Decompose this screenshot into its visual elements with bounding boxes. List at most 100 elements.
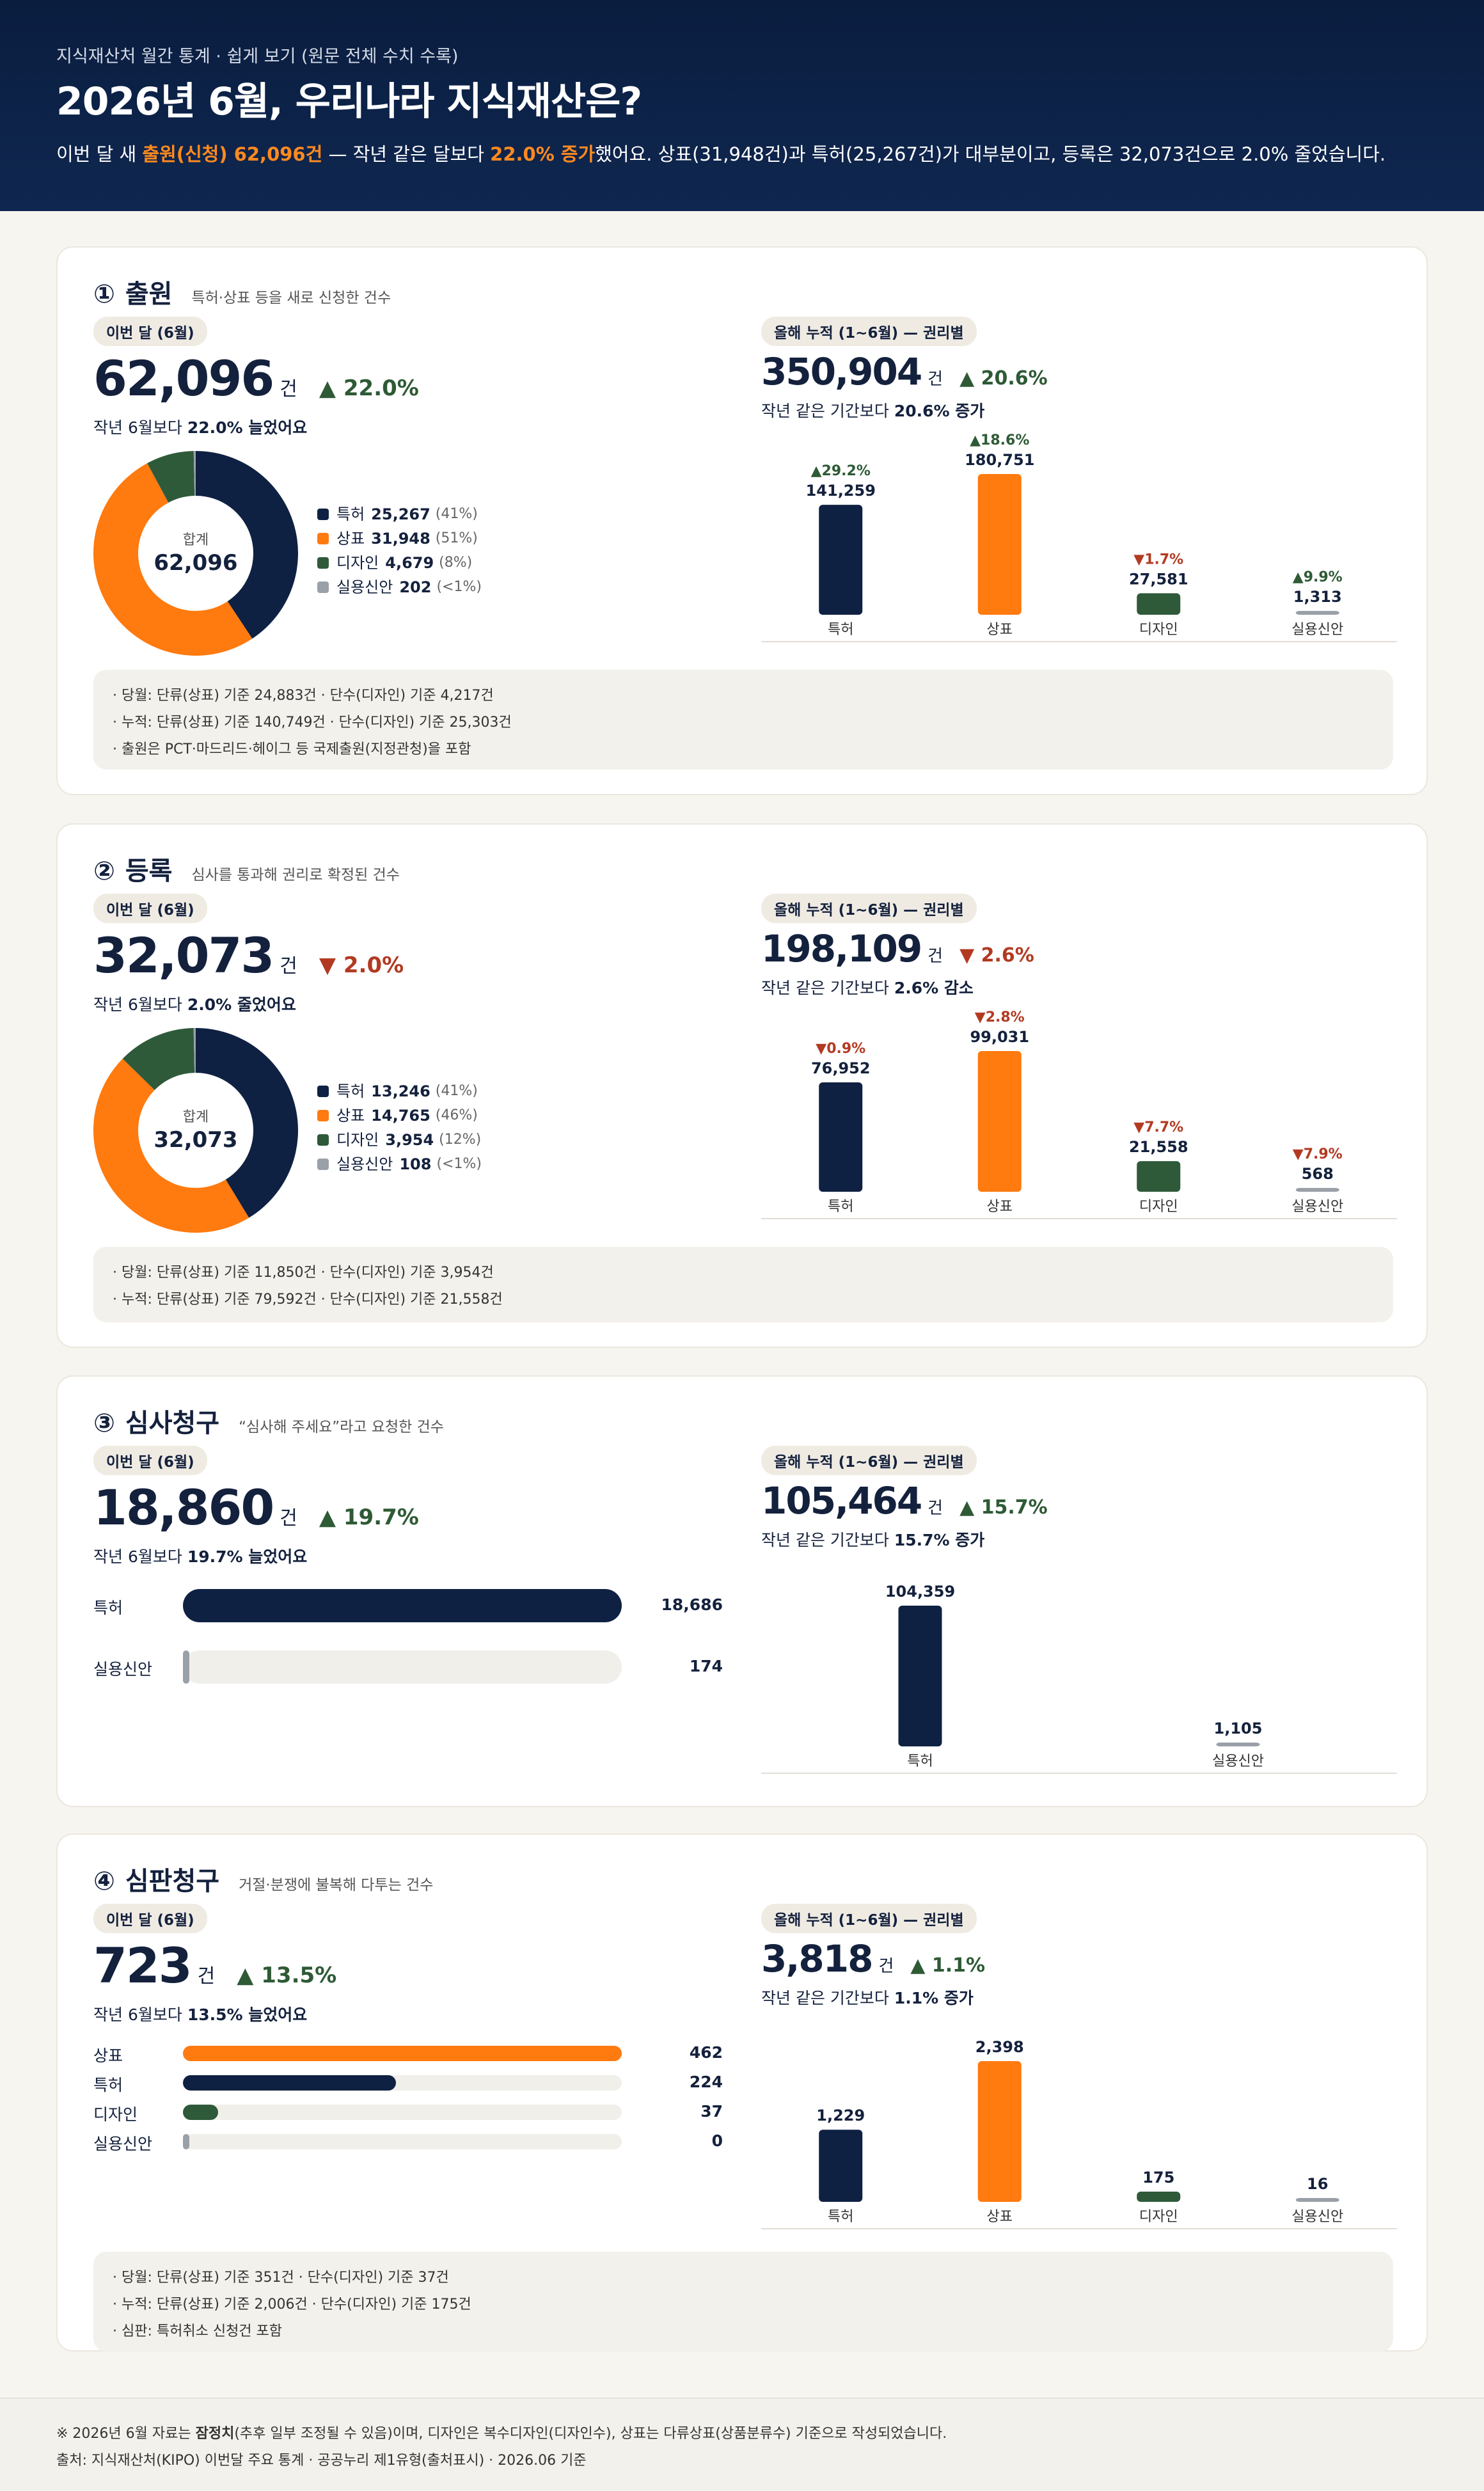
- month-subtitle-bold: 2.0% 줄었어요: [187, 995, 296, 1014]
- hbar-fill: [183, 2134, 189, 2149]
- legend-item: 디자인3,954(12%): [317, 1128, 482, 1152]
- ytd-subtitle-text: 작년 같은 기간보다: [761, 1989, 894, 2007]
- ytd-subtitle: 작년 같은 기간보다 1.1% 증가: [761, 1986, 974, 2009]
- bar-change-label: ▼2.8%: [975, 1009, 1025, 1025]
- bar-1: [899, 1606, 942, 1746]
- ytd-subtitle: 작년 같은 기간보다 2.6% 감소: [761, 976, 974, 999]
- section-title: ④ 심판청구 거절·분쟁에 불복해 다투는 건수: [93, 1860, 433, 1897]
- footer-source: 출처: 지식재산처(KIPO) 이번달 주요 통계 · 공공누리 제1유형(출처…: [56, 2448, 1428, 2474]
- ytd-bar-chart: 1,229특허2,398상표175디자인16실용신안: [761, 2018, 1397, 2235]
- note-line: · 당월: 단류(상표) 기준 24,883건 · 단수(디자인) 기준 4,2…: [113, 683, 1374, 709]
- legend-percent: (<1%): [436, 1152, 482, 1176]
- page-title: 2026년 6월, 우리나라 지식재산은?: [56, 70, 642, 126]
- bar-category-label: 특허: [828, 622, 853, 638]
- legend-percent: (12%): [439, 1128, 481, 1152]
- section-description: 거절·분쟁에 불복해 다투는 건수: [239, 1872, 433, 1894]
- header-lead: 이번 달 새 출원(신청) 62,096건 — 작년 같은 달보다 22.0% …: [56, 139, 1385, 166]
- donut-center-label: 합계: [183, 532, 209, 548]
- legend-swatch: [317, 557, 329, 569]
- bar-value-label: 1,229: [816, 2107, 865, 2124]
- hbar-label: 실용신안: [93, 2131, 152, 2155]
- section-number: ④: [93, 1867, 115, 1896]
- legend-value: 25,267: [371, 502, 430, 526]
- donut-legend: 특허13,246(41%)상표14,765(46%)디자인3,954(12%)실…: [317, 1079, 482, 1176]
- section-name: 출원: [125, 273, 173, 310]
- hbar-label: 디자인: [93, 2102, 138, 2125]
- month-subtitle-bold: 22.0% 늘었어요: [187, 418, 307, 437]
- legend-item: 특허13,246(41%): [317, 1079, 482, 1103]
- legend-value: 3,954: [385, 1128, 434, 1152]
- section-description: “심사해 주세요”라고 요청한 건수: [239, 1414, 444, 1436]
- legend-label: 특허: [336, 502, 365, 526]
- bar-value-label: 99,031: [970, 1028, 1029, 1046]
- bar-4: [1296, 1188, 1339, 1192]
- legend-label: 디자인: [336, 551, 379, 575]
- month-pill: 이번 달 (6월): [93, 1446, 207, 1475]
- bar-3: [1137, 2192, 1180, 2202]
- month-subtitle: 작년 6월보다 2.0% 줄었어요: [93, 992, 296, 1015]
- hbar-fill: [183, 2075, 396, 2091]
- donut-center-value: 62,096: [154, 550, 237, 576]
- ytd-pill: 올해 누적 (1~6월) — 권리별: [761, 317, 977, 346]
- legend-label: 상표: [336, 526, 365, 551]
- legend-percent: (41%): [436, 502, 478, 526]
- month-value: 62,096: [93, 350, 273, 407]
- note-line: · 누적: 단류(상표) 기준 2,006건 · 단수(디자인) 기준 175건: [113, 2291, 1374, 2318]
- section-notes: · 당월: 단류(상표) 기준 11,850건 · 단수(디자인) 기준 3,9…: [93, 1247, 1393, 1322]
- note-line: · 당월: 단류(상표) 기준 11,850건 · 단수(디자인) 기준 3,9…: [113, 1260, 1374, 1286]
- bar-2: [978, 2061, 1022, 2202]
- ytd-value: 198,109: [761, 927, 921, 970]
- month-unit: 건: [280, 1502, 297, 1530]
- ytd-bar-chart: 104,359특허1,105실용신안: [761, 1562, 1397, 1780]
- note-line: · 심판: 특허취소 신청건 포함: [113, 2318, 1374, 2345]
- month-pill: 이번 달 (6월): [93, 1904, 207, 1933]
- legend-item: 실용신안202(<1%): [317, 575, 482, 599]
- hbar-track: [183, 2134, 622, 2149]
- ytd-pill: 올해 누적 (1~6월) — 권리별: [761, 1446, 977, 1475]
- ytd-total: 198,109 건 ▼ 2.6%: [761, 927, 1034, 970]
- lead-highlight-applications: 출원(신청) 62,096건: [142, 143, 322, 165]
- hbar-label: 실용신안: [93, 1657, 152, 1680]
- month-total: 32,073건▼ 2.0%: [93, 927, 404, 984]
- ytd-change: ▼ 2.6%: [959, 944, 1034, 967]
- hbar-label: 상표: [93, 2043, 123, 2066]
- lead-text: — 작년 같은 달보다: [322, 143, 490, 165]
- bar-1: [819, 505, 862, 615]
- legend-label: 실용신안: [336, 575, 393, 599]
- section-title: ②등록심사를 통과해 권리로 확정된 건수: [93, 850, 400, 887]
- month-change: ▲ 22.0%: [319, 376, 419, 401]
- month-change: ▲ 19.7%: [319, 1505, 419, 1530]
- month-subtitle-text: 작년 6월보다: [93, 2005, 187, 2024]
- legend-label: 디자인: [336, 1128, 379, 1152]
- ytd-change: ▲ 15.7%: [959, 1496, 1048, 1519]
- bar-value-label: 1,313: [1293, 588, 1342, 606]
- month-unit: 건: [280, 950, 297, 978]
- legend-swatch: [317, 1134, 329, 1146]
- section-name: 심판청구: [125, 1860, 219, 1897]
- ytd-subtitle-bold: 15.7% 증가: [894, 1531, 984, 1549]
- month-subtitle-bold: 19.7% 늘었어요: [187, 1547, 307, 1566]
- bar-category-label: 상표: [987, 2209, 1013, 2225]
- ytd-total: 350,904건▲ 20.6%: [761, 350, 1048, 393]
- hbar-label: 특허: [93, 2073, 123, 2096]
- legend-swatch: [317, 1159, 329, 1170]
- legend-percent: (41%): [436, 1079, 478, 1103]
- bar-value-label: 568: [1302, 1165, 1334, 1183]
- bar-value-label: 16: [1307, 2175, 1328, 2193]
- lead-text: 이번 달 새: [56, 143, 142, 165]
- bar-value-label: 21,558: [1129, 1138, 1188, 1156]
- section-title: ①출원특허·상표 등을 새로 신청한 건수: [93, 273, 391, 310]
- month-value: 18,860: [93, 1479, 273, 1536]
- ytd-unit: 건: [928, 943, 943, 967]
- ytd-value: 350,904: [761, 350, 921, 393]
- hbar-fill: [183, 2046, 622, 2061]
- bar-category-label: 특허: [828, 2209, 853, 2225]
- bar-1: [819, 1082, 862, 1192]
- legend-value: 13,246: [371, 1079, 430, 1103]
- month-total: 723건▲ 13.5%: [93, 1937, 336, 1994]
- legend-percent: (51%): [436, 526, 478, 551]
- month-subtitle-text: 작년 6월보다: [93, 1547, 187, 1566]
- bar-change-label: ▼7.7%: [1133, 1119, 1183, 1135]
- section-card-2: ②등록심사를 통과해 권리로 확정된 건수이번 달 (6월)32,073건▼ 2…: [56, 823, 1428, 1348]
- footer-note: ※ 2026년 6월 자료는 잠정치(추후 일부 조정될 수 있음)이며, 디자…: [56, 2421, 1428, 2448]
